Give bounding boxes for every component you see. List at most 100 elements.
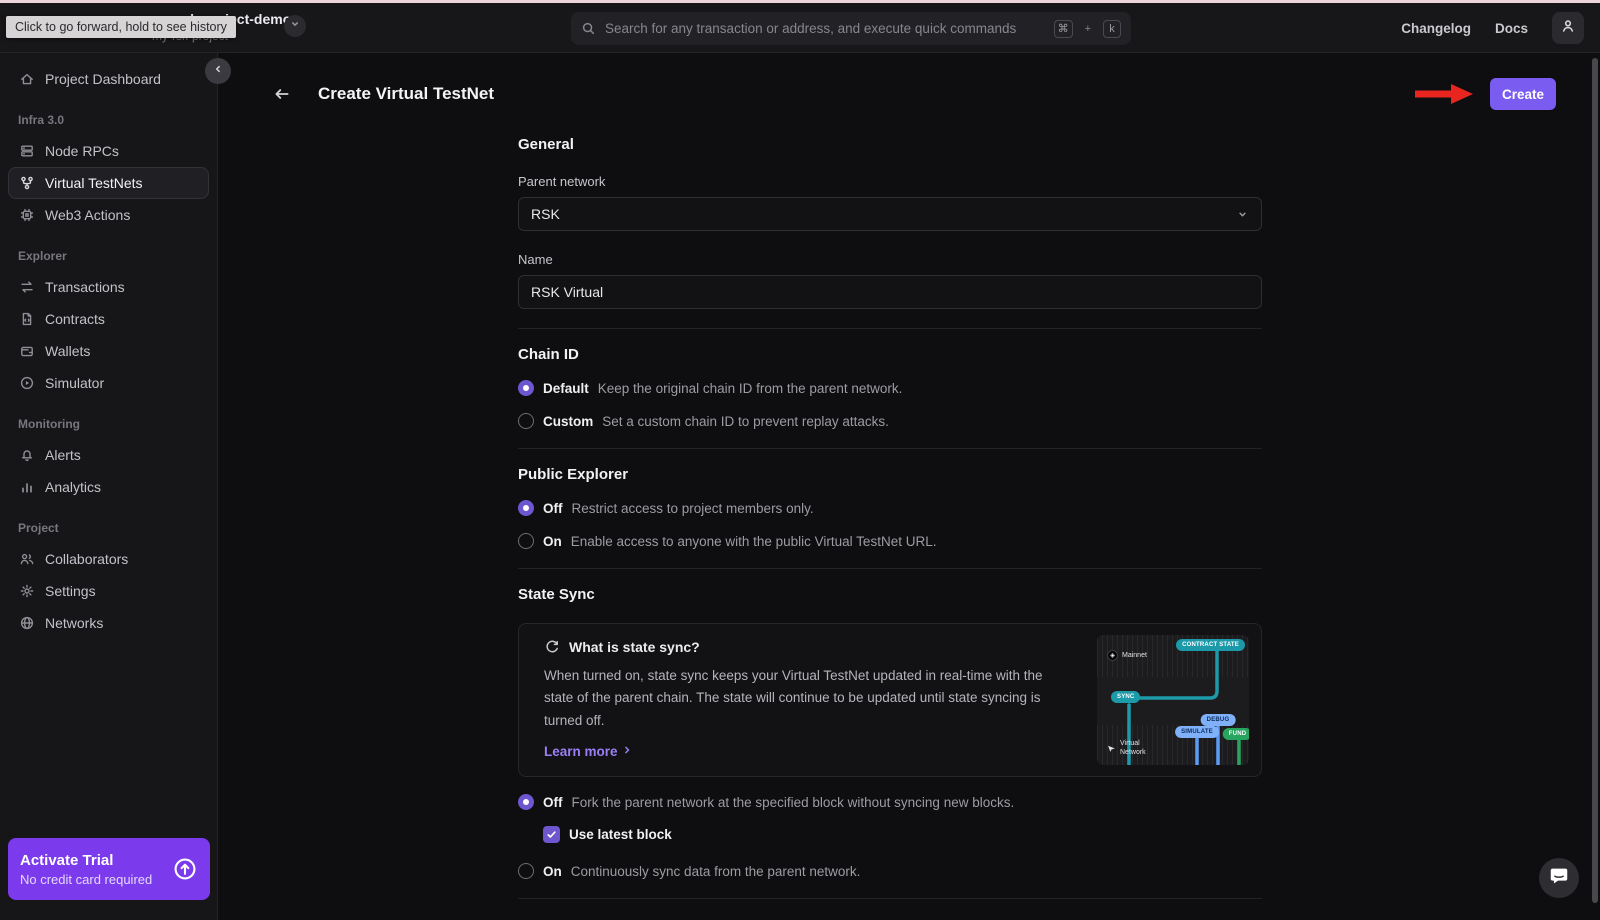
learn-more-label: Learn more bbox=[544, 743, 618, 759]
back-button[interactable] bbox=[273, 85, 291, 103]
name-label: Name bbox=[518, 252, 553, 267]
debug-pill: DEBUG bbox=[1200, 714, 1236, 726]
state-sync-off-option[interactable]: Off Fork the parent network at the speci… bbox=[518, 794, 1262, 810]
option-desc: Set a custom chain ID to prevent replay … bbox=[602, 413, 889, 429]
refresh-icon bbox=[544, 639, 560, 655]
divider bbox=[518, 328, 1262, 329]
radio-unselected-icon bbox=[518, 413, 534, 429]
virtual-network-node: Virtual Network bbox=[1107, 740, 1153, 757]
shortcut-plus: + bbox=[1084, 22, 1091, 35]
sidebar-item-label: Settings bbox=[45, 583, 96, 599]
mainnet-label: Mainnet bbox=[1122, 652, 1147, 659]
annotation-arrow bbox=[1413, 82, 1475, 106]
shortcut-cmd-key: ⌘ bbox=[1053, 19, 1073, 38]
chevron-right-icon bbox=[621, 744, 633, 759]
sidebar-item-analytics[interactable]: Analytics bbox=[8, 471, 209, 503]
play-circle-icon bbox=[19, 375, 35, 391]
sidebar: Project Dashboard Infra 3.0 Node RPCs Vi… bbox=[0, 53, 218, 920]
mainnet-node: ◈ Mainnet bbox=[1107, 650, 1147, 661]
name-field[interactable] bbox=[518, 275, 1262, 309]
sidebar-item-label: Transactions bbox=[45, 279, 125, 295]
wallet-icon bbox=[19, 343, 35, 359]
parent-network-label: Parent network bbox=[518, 174, 606, 189]
sidebar-item-label: Analytics bbox=[45, 479, 102, 495]
option-desc: Keep the original chain ID from the pare… bbox=[597, 380, 903, 396]
sidebar-item-contracts[interactable]: Contracts bbox=[8, 303, 209, 335]
section-general-title: General bbox=[518, 136, 574, 153]
sidebar-item-project-dashboard[interactable]: Project Dashboard bbox=[8, 63, 209, 95]
option-label: On bbox=[543, 533, 562, 549]
sidebar-item-alerts[interactable]: Alerts bbox=[8, 439, 209, 471]
sidebar-item-label: Simulator bbox=[45, 375, 105, 391]
sidebar-item-networks[interactable]: Networks bbox=[8, 607, 209, 639]
chevron-down-icon bbox=[289, 17, 301, 35]
sidebar-item-node-rpcs[interactable]: Node RPCs bbox=[8, 135, 209, 167]
divider bbox=[518, 568, 1262, 569]
main-content: Create Virtual TestNet Create General Pa… bbox=[218, 53, 1600, 920]
sidebar-section-infra: Infra 3.0 bbox=[18, 113, 65, 127]
trial-title: Activate Trial bbox=[20, 851, 114, 869]
sidebar-item-label: Wallets bbox=[45, 343, 91, 359]
docs-link[interactable]: Docs bbox=[1494, 20, 1528, 36]
home-icon bbox=[19, 71, 35, 87]
public-explorer-off-option[interactable]: Off Restrict access to project members o… bbox=[518, 500, 1262, 516]
option-label: Default bbox=[543, 380, 589, 396]
sidebar-item-simulator[interactable]: Simulator bbox=[8, 367, 209, 399]
chain-id-custom-option[interactable]: Custom Set a custom chain ID to prevent … bbox=[518, 413, 1262, 429]
use-latest-block-checkbox[interactable]: Use latest block bbox=[543, 826, 1262, 843]
sidebar-item-collaborators[interactable]: Collaborators bbox=[8, 543, 209, 575]
checkbox-checked-icon bbox=[543, 826, 560, 843]
chat-widget-button[interactable] bbox=[1539, 858, 1579, 898]
swap-arrows-icon bbox=[19, 279, 35, 295]
section-public-explorer-title: Public Explorer bbox=[518, 466, 629, 483]
divider bbox=[518, 448, 1262, 449]
state-sync-on-option[interactable]: On Continuously sync data from the paren… bbox=[518, 863, 1262, 879]
changelog-link[interactable]: Changelog bbox=[1401, 20, 1471, 36]
sidebar-item-virtual-testnets[interactable]: Virtual TestNets bbox=[8, 167, 209, 199]
users-icon bbox=[19, 551, 35, 567]
sidebar-item-wallets[interactable]: Wallets bbox=[8, 335, 209, 367]
option-desc: Continuously sync data from the parent n… bbox=[570, 863, 861, 879]
page-title: Create Virtual TestNet bbox=[318, 84, 495, 103]
state-sync-info-card: What is state sync? When turned on, stat… bbox=[518, 623, 1262, 777]
global-search[interactable]: ⌘ + k bbox=[571, 12, 1131, 45]
parent-network-value: RSK bbox=[531, 206, 560, 222]
option-label: Off bbox=[543, 794, 563, 810]
illustration-lines bbox=[1127, 647, 1241, 765]
radio-selected-icon bbox=[518, 794, 534, 810]
account-button[interactable] bbox=[1552, 12, 1584, 44]
server-icon bbox=[19, 143, 35, 159]
sidebar-item-web3-actions[interactable]: Web3 Actions bbox=[8, 199, 209, 231]
sidebar-section-explorer: Explorer bbox=[18, 249, 67, 263]
radio-selected-icon bbox=[518, 500, 534, 516]
search-input[interactable] bbox=[605, 21, 1045, 36]
bell-icon bbox=[19, 447, 35, 463]
sidebar-item-label: Node RPCs bbox=[45, 143, 119, 159]
radio-selected-icon bbox=[518, 380, 534, 396]
parent-network-select[interactable]: RSK bbox=[518, 197, 1262, 231]
sidebar-collapse-button[interactable] bbox=[205, 58, 231, 84]
globe-icon bbox=[19, 615, 35, 631]
activate-trial-banner[interactable]: Activate Trial No credit card required bbox=[8, 838, 210, 900]
learn-more-link[interactable]: Learn more bbox=[544, 744, 633, 759]
option-label: Off bbox=[543, 500, 563, 516]
search-icon bbox=[581, 21, 596, 36]
sidebar-item-label: Web3 Actions bbox=[45, 207, 131, 223]
checkbox-label: Use latest block bbox=[569, 827, 672, 842]
mainnet-icon: ◈ bbox=[1107, 650, 1118, 661]
sidebar-item-settings[interactable]: Settings bbox=[8, 575, 209, 607]
state-sync-heading: What is state sync? bbox=[569, 639, 700, 656]
top-accent-line bbox=[0, 0, 1600, 3]
chain-id-default-option[interactable]: Default Keep the original chain ID from … bbox=[518, 380, 1262, 396]
top-bar: my-rsk-project-demo my-rsk-project ⌘ + k… bbox=[0, 3, 1600, 53]
sidebar-item-label: Collaborators bbox=[45, 551, 129, 567]
public-explorer-on-option[interactable]: On Enable access to anyone with the publ… bbox=[518, 533, 1262, 549]
sidebar-item-transactions[interactable]: Transactions bbox=[8, 271, 209, 303]
gear-icon bbox=[19, 583, 35, 599]
radio-unselected-icon bbox=[518, 533, 534, 549]
history-tooltip: Click to go forward, hold to see history bbox=[6, 16, 236, 38]
project-switcher-chevron[interactable] bbox=[284, 15, 306, 37]
create-button[interactable]: Create bbox=[1490, 78, 1556, 110]
scrollbar-thumb[interactable] bbox=[1592, 58, 1598, 903]
option-label: On bbox=[543, 863, 562, 879]
